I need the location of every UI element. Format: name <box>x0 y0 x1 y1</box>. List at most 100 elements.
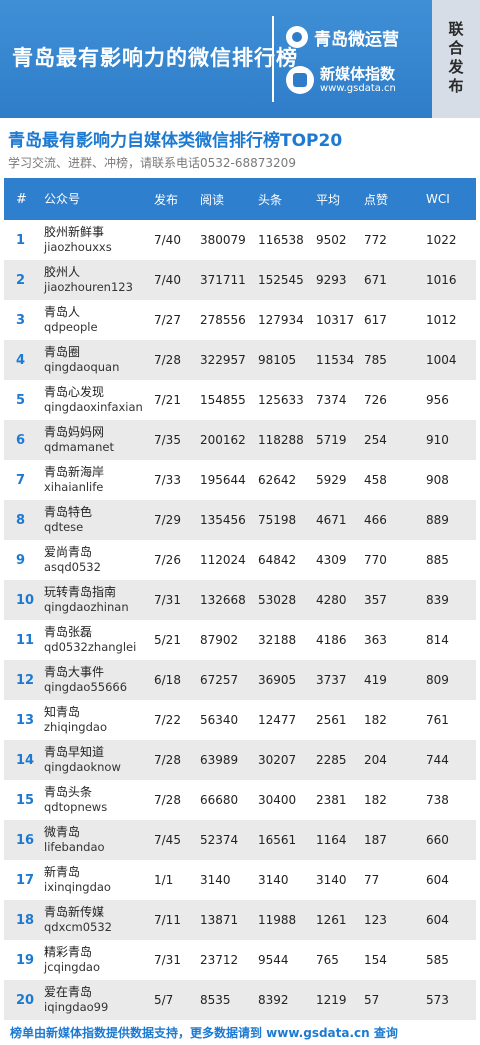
table-row: 7 青岛新海岸 xihaianlife 7/33 195644 62642 5929 458 9… <box>4 460 476 500</box>
row-average: 9293 <box>316 273 347 287</box>
row-rank: 19 <box>16 952 35 968</box>
header-likes: 点赞 <box>364 192 389 207</box>
row-likes: 154 <box>364 953 387 967</box>
row-likes: 785 <box>364 353 387 367</box>
row-read: 67257 <box>200 673 239 687</box>
row-publish: 1/1 <box>154 873 174 887</box>
row-wci: 889 <box>426 513 449 527</box>
row-likes: 617 <box>364 313 387 327</box>
account-name: 新青岛 <box>44 865 81 880</box>
row-rank: 1 <box>16 232 26 248</box>
row-read: 56340 <box>200 713 239 727</box>
row-read: 8535 <box>200 993 231 1007</box>
row-wci: 573 <box>426 993 449 1007</box>
table-row: 2 胶州人 jiaozhouren123 7/40 371711 152545 9293 67… <box>4 260 476 300</box>
row-likes: 419 <box>364 673 387 687</box>
table-row: 5 青岛心发现 qingdaoxinfaxian 7/21 154855 125633 73… <box>4 380 476 420</box>
row-publish: 5/21 <box>154 633 181 647</box>
row-likes: 123 <box>364 913 387 927</box>
account-id: qingdaozhinan <box>44 600 129 615</box>
row-rank: 20 <box>16 992 35 1008</box>
contact-line: 学习交流、进群、冲榜，请联系电话0532-68873209 <box>8 156 296 170</box>
row-wci: 814 <box>426 633 449 647</box>
row-likes: 77 <box>364 873 380 887</box>
account-id: qdxcm0532 <box>44 920 112 935</box>
table-row: 15 青岛头条 qdtopnews 7/28 66680 30400 2381 182 738 <box>4 780 476 820</box>
row-wci: 738 <box>426 793 449 807</box>
account-name: 青岛人 <box>44 305 81 320</box>
row-rank: 7 <box>16 472 26 488</box>
row-account: 青岛大事件 qingdao55666 <box>44 665 154 694</box>
account-id: qdtopnews <box>44 800 108 815</box>
row-publish: 7/28 <box>154 353 181 367</box>
row-likes: 187 <box>364 833 387 847</box>
row-headline: 152545 <box>258 273 304 287</box>
row-likes: 204 <box>364 753 387 767</box>
header-wci: WCI <box>426 192 450 206</box>
brand1-name: 青岛微运营 <box>314 29 399 50</box>
row-average: 7374 <box>316 393 347 407</box>
row-average: 5929 <box>316 473 347 487</box>
joint-publish-box: 联合发布 <box>432 0 480 118</box>
row-average: 2285 <box>316 753 347 767</box>
account-id: qd0532zhanglei <box>44 640 137 655</box>
table-row: 11 青岛张磊 qd0532zhanglei 5/21 87902 32188 4186 36… <box>4 620 476 660</box>
table-row: 9 爱尚青岛 asqd0532 7/26 112024 64842 4309 770 885 <box>4 540 476 580</box>
account-name: 青岛新海岸 <box>44 465 105 480</box>
table-row: 1 胶州新鲜事 jiaozhouxxs 7/40 380079 116538 9502 772… <box>4 220 476 260</box>
brand2-url: www.gsdata.cn <box>320 82 396 94</box>
account-name: 微青岛 <box>44 825 81 840</box>
row-publish: 7/31 <box>154 593 181 607</box>
row-headline: 8392 <box>258 993 289 1007</box>
account-name: 青岛新传媒 <box>44 905 105 920</box>
account-id: ixinqingdao <box>44 880 111 895</box>
account-name: 青岛圈 <box>44 345 81 360</box>
brand2-name: 新媒体指数 <box>320 64 396 83</box>
row-wci: 660 <box>426 833 449 847</box>
row-headline: 36905 <box>258 673 297 687</box>
row-publish: 7/11 <box>154 913 181 927</box>
row-publish: 7/21 <box>154 393 181 407</box>
account-name: 青岛心发现 <box>44 385 105 400</box>
row-wci: 839 <box>426 593 449 607</box>
row-headline: 98105 <box>258 353 297 367</box>
table-row: 14 青岛早知道 qingdaoknow 7/28 63989 30207 2285 204 7… <box>4 740 476 780</box>
row-publish: 7/35 <box>154 433 181 447</box>
row-average: 2561 <box>316 713 347 727</box>
account-id: jcqingdao <box>44 960 100 975</box>
row-headline: 62642 <box>258 473 297 487</box>
table-row: 17 新青岛 ixinqingdao 1/1 3140 3140 3140 77 604 <box>4 860 476 900</box>
row-publish: 7/28 <box>154 793 181 807</box>
row-read: 52374 <box>200 833 239 847</box>
table-row: 20 爱在青岛 iqingdao99 5/7 8535 8392 1219 57 573 <box>4 980 476 1020</box>
account-name: 玩转青岛指南 <box>44 585 117 600</box>
account-id: qingdaoknow <box>44 760 121 775</box>
row-account: 玩转青岛指南 qingdaozhinan <box>44 585 154 614</box>
row-publish: 7/31 <box>154 953 181 967</box>
ranking-table: # 公众号 发布 阅读 头条 平均 点赞 WCI 1 胶州新鲜事 jiaozhoux… <box>4 178 476 1020</box>
row-publish: 7/33 <box>154 473 181 487</box>
row-headline: 64842 <box>258 553 297 567</box>
row-likes: 726 <box>364 393 387 407</box>
table-header: # 公众号 发布 阅读 头条 平均 点赞 WCI <box>4 178 476 220</box>
row-wci: 908 <box>426 473 449 487</box>
row-wci: 885 <box>426 553 449 567</box>
gsdata-logo-icon <box>286 66 314 94</box>
row-publish: 7/29 <box>154 513 181 527</box>
row-average: 5719 <box>316 433 347 447</box>
row-account: 爱尚青岛 asqd0532 <box>44 545 154 574</box>
row-average: 3140 <box>316 873 347 887</box>
table-row: 12 青岛大事件 qingdao55666 6/18 67257 36905 3737 419… <box>4 660 476 700</box>
row-average: 11534 <box>316 353 355 367</box>
ranking-title: 青岛最有影响力自媒体类微信排行榜TOP20 <box>8 131 343 151</box>
row-rank: 6 <box>16 432 26 448</box>
row-wci: 1016 <box>426 273 457 287</box>
row-read: 87902 <box>200 633 239 647</box>
row-account: 微青岛 lifebandao <box>44 825 154 854</box>
header-average: 平均 <box>316 192 341 207</box>
row-average: 1219 <box>316 993 347 1007</box>
row-account: 新青岛 ixinqingdao <box>44 865 154 894</box>
row-account: 青岛妈妈网 qdmamanet <box>44 425 154 454</box>
row-rank: 14 <box>16 752 35 768</box>
row-read: 13871 <box>200 913 239 927</box>
